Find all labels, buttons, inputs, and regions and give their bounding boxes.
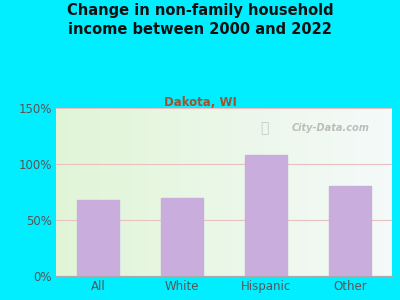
- Text: ⓠ: ⓠ: [260, 121, 268, 135]
- Bar: [77, 200, 119, 276]
- Text: Change in non-family household
income between 2000 and 2022: Change in non-family household income be…: [67, 3, 333, 37]
- Bar: [245, 155, 287, 276]
- Text: Dakota, WI: Dakota, WI: [164, 96, 236, 109]
- Bar: [161, 198, 203, 276]
- Text: City-Data.com: City-Data.com: [291, 123, 369, 133]
- Bar: [329, 186, 371, 276]
